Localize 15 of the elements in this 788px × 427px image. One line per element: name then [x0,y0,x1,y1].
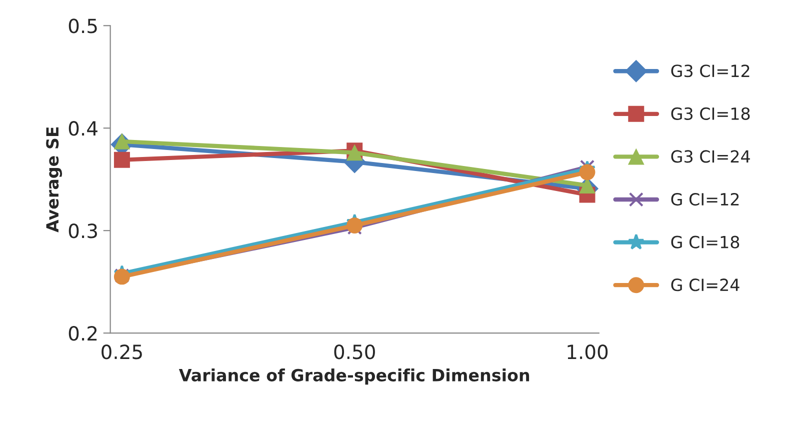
x-tick-label: 0.50 [334,344,375,360]
x-axis-title: Variance of Grade-specific Dimension [178,368,530,385]
x-tick-label: 0.25 [102,344,142,360]
legend-label: G CI=24 [671,278,740,292]
y-tick-label: 0.5 [68,18,97,34]
legend-label: G CI=12 [671,192,739,206]
y-tick-label: 0.3 [68,224,97,238]
x-tick-label: 1.00 [568,344,608,360]
legend-label: G3 CI=18 [671,107,750,120]
y-axis-title: Average SE [46,127,62,232]
y-tick-label: 0.4 [68,121,98,136]
legend-label: G3 CI=24 [671,150,750,163]
y-tick-label: 0.2 [68,326,97,341]
legend-label: G3 CI=12 [671,64,750,78]
legend-label: G CI=18 [671,236,740,248]
